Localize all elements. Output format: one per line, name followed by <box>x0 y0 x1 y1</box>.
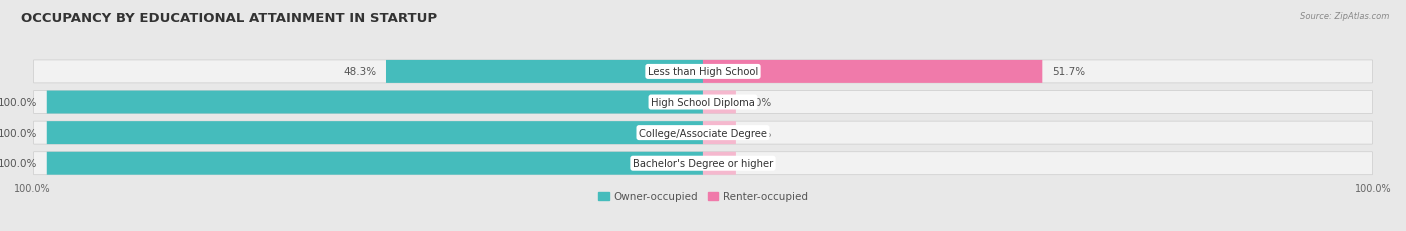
Text: Bachelor's Degree or higher: Bachelor's Degree or higher <box>633 158 773 168</box>
Text: 100.0%: 100.0% <box>14 183 51 193</box>
Text: 0.0%: 0.0% <box>745 97 772 108</box>
Text: 0.0%: 0.0% <box>745 128 772 138</box>
FancyBboxPatch shape <box>46 152 703 175</box>
FancyBboxPatch shape <box>34 61 1372 84</box>
FancyBboxPatch shape <box>34 122 1372 144</box>
FancyBboxPatch shape <box>703 61 1042 84</box>
FancyBboxPatch shape <box>34 152 1372 175</box>
Text: High School Diploma: High School Diploma <box>651 97 755 108</box>
Legend: Owner-occupied, Renter-occupied: Owner-occupied, Renter-occupied <box>599 191 807 201</box>
Text: 51.7%: 51.7% <box>1052 67 1085 77</box>
Text: 100.0%: 100.0% <box>1355 183 1392 193</box>
Text: Less than High School: Less than High School <box>648 67 758 77</box>
FancyBboxPatch shape <box>703 122 735 144</box>
FancyBboxPatch shape <box>34 91 1372 114</box>
Text: 100.0%: 100.0% <box>0 128 37 138</box>
Text: OCCUPANCY BY EDUCATIONAL ATTAINMENT IN STARTUP: OCCUPANCY BY EDUCATIONAL ATTAINMENT IN S… <box>21 12 437 24</box>
Text: College/Associate Degree: College/Associate Degree <box>638 128 768 138</box>
Text: 0.0%: 0.0% <box>745 158 772 168</box>
Text: 100.0%: 100.0% <box>0 158 37 168</box>
Text: 100.0%: 100.0% <box>0 97 37 108</box>
FancyBboxPatch shape <box>703 91 735 114</box>
FancyBboxPatch shape <box>46 122 703 144</box>
FancyBboxPatch shape <box>46 91 703 114</box>
FancyBboxPatch shape <box>703 152 735 175</box>
FancyBboxPatch shape <box>387 61 703 84</box>
Text: Source: ZipAtlas.com: Source: ZipAtlas.com <box>1299 12 1389 21</box>
Text: 48.3%: 48.3% <box>343 67 377 77</box>
